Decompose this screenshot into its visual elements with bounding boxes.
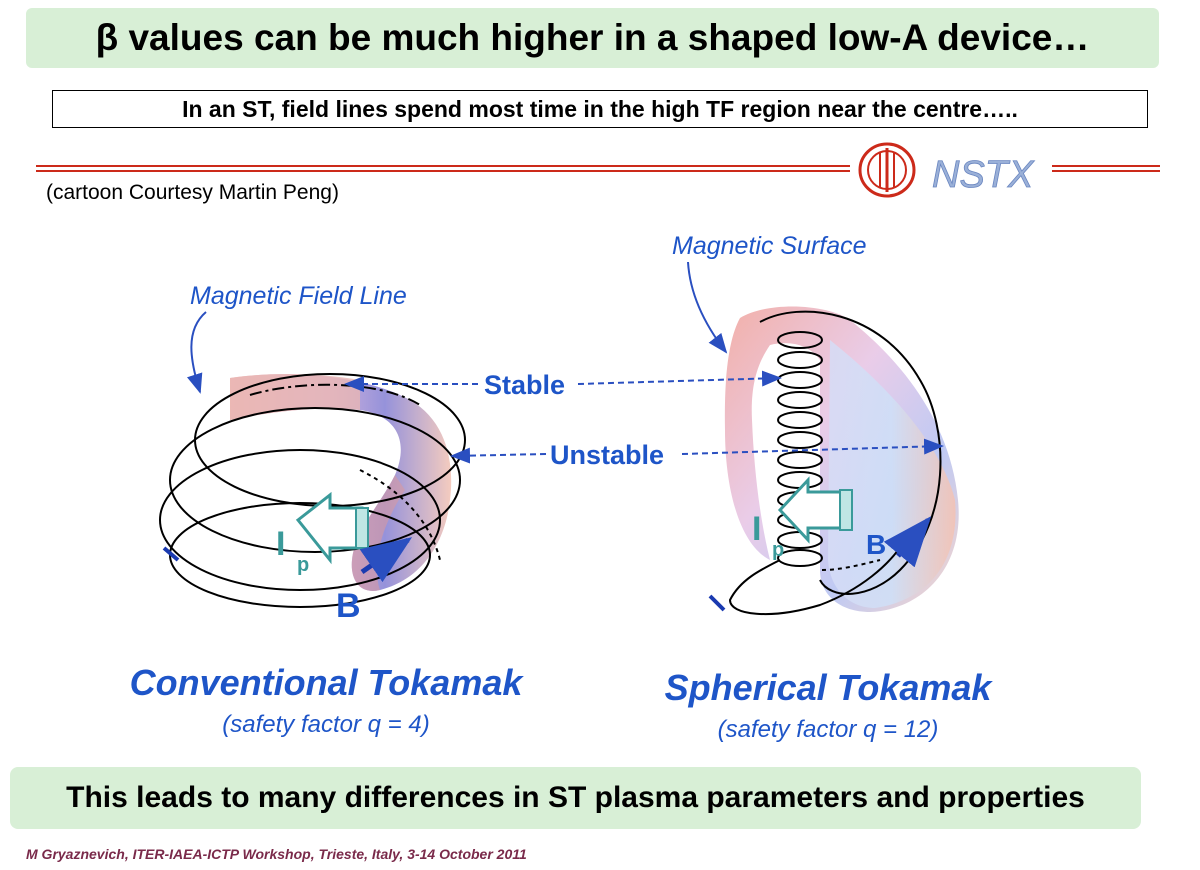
conclusion-text: This leads to many differences in ST pla… — [66, 781, 1085, 814]
ip-sub-spherical: p — [772, 539, 784, 561]
spherical-name: Spherical Tokamak — [665, 667, 994, 708]
conclusion-bar: This leads to many differences in ST pla… — [10, 767, 1141, 829]
unstable-arrow-left — [450, 447, 547, 464]
b-arrow-conventional — [359, 537, 413, 583]
magnetic-field-line-label: Magnetic Field Line — [190, 282, 407, 310]
small-arrow-right — [708, 594, 726, 612]
slide-title: β values can be much higher in a shaped … — [95, 17, 1090, 58]
credit-text: (cartoon Courtesy Martin Peng) — [46, 181, 339, 204]
ip-arrow-spherical — [777, 476, 853, 544]
unstable-label: Unstable — [550, 440, 664, 470]
ip-arrow-conventional — [295, 491, 369, 565]
surface-callout — [687, 261, 728, 354]
unstable-arrow-right — [681, 438, 944, 455]
b-label-conventional: B — [336, 587, 361, 625]
field-line-callout — [186, 311, 207, 394]
stable-arrow-right — [577, 370, 782, 387]
b-label-spherical: B — [866, 529, 886, 560]
title-bar: β values can be much higher in a shaped … — [26, 8, 1159, 68]
subtitle-box: In an ST, field lines spend most time in… — [52, 90, 1148, 128]
magnetic-surface-label: Magnetic Surface — [672, 232, 867, 260]
header-divider — [36, 165, 1160, 172]
stable-label: Stable — [484, 370, 565, 400]
conventional-torus — [159, 373, 466, 608]
ip-label-spherical: I — [752, 510, 761, 548]
footer-credit: M Gryaznevich, ITER-IAEA-ICTP Workshop, … — [26, 846, 527, 862]
spherical-safety: (safety factor q = 12) — [718, 716, 939, 743]
subtitle: In an ST, field lines spend most time in… — [182, 95, 1018, 122]
conventional-name: Conventional Tokamak — [130, 662, 525, 703]
spherical-torus — [724, 306, 959, 615]
ip-label-conventional: I — [276, 525, 285, 563]
nstx-logo: NSTX — [858, 142, 1035, 198]
small-arrow-left — [162, 546, 180, 562]
nstx-logo-text: NSTX — [932, 154, 1035, 196]
b-arrow-spherical — [883, 516, 932, 568]
ip-sub-conventional: p — [297, 554, 309, 576]
conventional-safety: (safety factor q = 4) — [222, 711, 429, 738]
